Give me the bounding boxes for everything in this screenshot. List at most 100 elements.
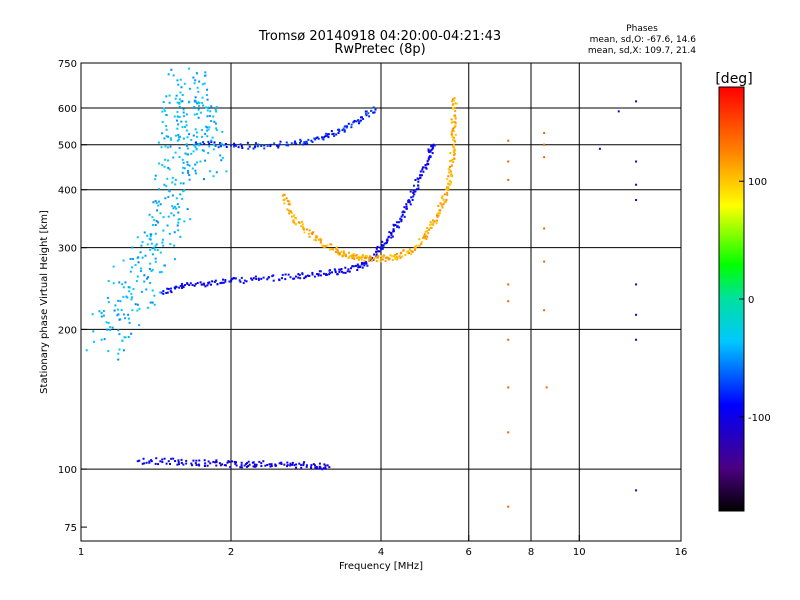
- colorbar-ticks: 100 0 -100: [739, 177, 771, 424]
- echo-point: [264, 464, 267, 467]
- echo-point: [194, 169, 197, 172]
- echo-point: [151, 223, 154, 226]
- echo-point: [117, 313, 120, 316]
- echo-point: [454, 133, 457, 136]
- echo-point: [447, 167, 450, 170]
- echo-point: [116, 308, 119, 311]
- echo-point: [297, 276, 300, 279]
- echo-point: [409, 190, 412, 193]
- echo-point: [195, 459, 198, 462]
- echo-point: [442, 198, 445, 201]
- echo-point: [175, 207, 178, 210]
- echo-point: [344, 253, 347, 256]
- echo-point: [196, 86, 199, 89]
- echo-point: [380, 246, 383, 249]
- echo-point: [186, 163, 189, 166]
- echo-point: [349, 267, 352, 270]
- echo-point: [300, 464, 303, 467]
- echo-point: [419, 170, 422, 173]
- echo-point: [355, 264, 358, 267]
- axis-ticks: 1 2 4 6 8 10 16 75 100 200 300 400 500 600 750: [58, 59, 687, 558]
- echo-point: [206, 284, 209, 287]
- echo-point: [202, 282, 205, 285]
- echo-point: [189, 87, 192, 90]
- echo-point: [413, 248, 416, 251]
- echo-point: [150, 233, 153, 236]
- echo-point: [215, 127, 218, 130]
- echo-point: [356, 263, 359, 266]
- echo-point: [322, 138, 325, 141]
- echo-point: [187, 171, 190, 174]
- echo-point: [313, 275, 316, 278]
- echo-point: [204, 464, 207, 467]
- echo-point: [177, 123, 180, 126]
- echo-point: [134, 303, 137, 306]
- echo-point: [146, 243, 149, 246]
- echo-point: [370, 260, 373, 263]
- echo-point: [319, 274, 322, 277]
- echo-point: [384, 259, 387, 262]
- echo-point: [162, 290, 165, 293]
- echo-point: [292, 219, 295, 222]
- echo-point: [343, 130, 346, 133]
- echo-point: [293, 142, 296, 145]
- echo-point: [127, 335, 130, 338]
- echo-point: [378, 250, 381, 253]
- echo-point: [117, 358, 120, 361]
- echo-point: [446, 178, 449, 181]
- echo-point: [408, 248, 411, 251]
- echo-point: [451, 135, 454, 138]
- echo-point: [450, 121, 453, 124]
- echo-point: [200, 283, 203, 286]
- echo-point: [235, 464, 238, 467]
- echo-point: [402, 249, 405, 252]
- echo-point: [173, 286, 176, 289]
- echo-point: [383, 254, 386, 257]
- echo-point: [206, 88, 209, 91]
- echo-point: [203, 459, 206, 462]
- echo-point: [162, 244, 165, 247]
- echo-point: [199, 160, 202, 163]
- echo-point: [388, 231, 391, 234]
- echo-point: [181, 285, 184, 288]
- echo-point: [392, 230, 395, 233]
- echo-point: [151, 301, 154, 304]
- echo-point: [218, 462, 221, 465]
- echo-point: [327, 136, 330, 139]
- echo-point: [166, 224, 169, 227]
- echo-point: [181, 126, 184, 129]
- echo-point: [294, 275, 297, 278]
- echo-point: [163, 109, 166, 112]
- echo-point: [143, 231, 146, 234]
- echo-point: [197, 116, 200, 119]
- echo-point: [387, 256, 390, 259]
- echo-point: [163, 183, 166, 186]
- echo-point: [167, 287, 170, 290]
- echo-point: [204, 159, 207, 162]
- echo-point: [167, 460, 170, 463]
- echo-point: [413, 246, 416, 249]
- echo-point: [412, 184, 415, 187]
- x-tick-label: 6: [466, 547, 472, 558]
- echo-point: [453, 151, 456, 154]
- echo-point: [289, 464, 292, 467]
- echo-point: [212, 115, 215, 118]
- echo-point: [454, 152, 457, 155]
- echo-point: [208, 115, 211, 118]
- echo-point: [181, 100, 184, 103]
- echo-point: [208, 126, 211, 129]
- echo-point: [211, 280, 214, 283]
- echo-point: [194, 283, 197, 286]
- echo-point: [353, 119, 356, 122]
- echo-point: [230, 280, 232, 283]
- echo-point: [219, 141, 222, 144]
- echo-point: [159, 203, 162, 206]
- echo-point: [334, 250, 337, 253]
- echo-point: [290, 211, 293, 214]
- echo-point: [160, 291, 163, 294]
- echo-point: [149, 301, 152, 304]
- echo-point: [392, 255, 395, 258]
- echo-point: [253, 464, 256, 467]
- echo-point: [310, 467, 313, 470]
- echo-point: [295, 217, 298, 220]
